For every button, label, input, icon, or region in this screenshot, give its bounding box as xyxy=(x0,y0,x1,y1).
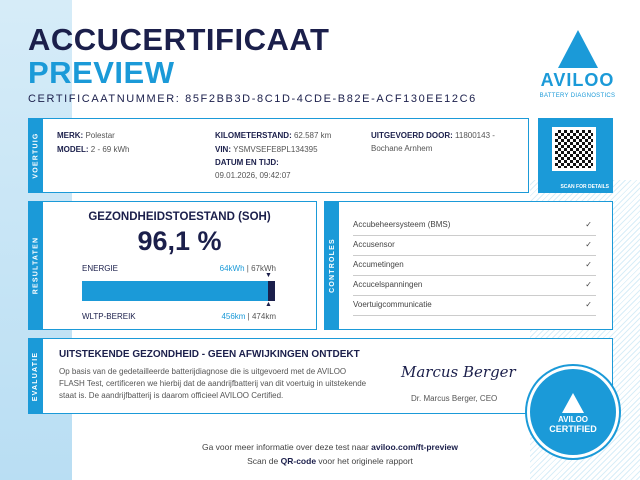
signature: Marcus Berger xyxy=(401,363,516,381)
check-icon: ✓ xyxy=(585,260,592,269)
page-title: ACCUCERTIFICAAT xyxy=(28,22,330,57)
evaluation-title: UITSTEKENDE GEZONDHEID - GEEN AFWIJKINGE… xyxy=(59,349,360,360)
controls-section: CONTROLES Accubeheersysteem (BMS) ✓ Accus… xyxy=(324,201,613,330)
marker-up-icon: ▲ xyxy=(265,301,272,308)
seal-brand: AVILOO xyxy=(557,415,589,424)
soh-bar-loss xyxy=(268,281,275,301)
aviloo-logo-icon xyxy=(562,393,584,413)
range-values: 456km | 474km xyxy=(221,312,276,321)
logo-tagline: BATTERY DIAGNOSTICS xyxy=(539,93,616,99)
check-icon: ✓ xyxy=(585,220,592,229)
certified-seal: AVILOO CERTIFIED xyxy=(527,366,619,458)
seal-label: CERTIFIED xyxy=(549,424,597,434)
control-item: Accumetingen ✓ xyxy=(353,256,596,276)
check-icon: ✓ xyxy=(585,300,592,309)
performed-by-field: UITGEVOERD DOOR: 11800143 - Bochane Arnh… xyxy=(371,131,495,153)
vehicle-section: VOERTUIG MERK: Polestar MODEL: 2 - 69 kW… xyxy=(28,118,529,193)
range-label: WLTP-BEREIK xyxy=(82,312,136,321)
footer-line-2: Scan de QR-code voor het originele rappo… xyxy=(247,456,413,466)
control-item: Accubeheersysteem (BMS) ✓ xyxy=(353,216,596,236)
section-label: RESULTATEN xyxy=(29,202,43,329)
qr-code[interactable]: SCAN FOR DETAILS xyxy=(538,118,613,193)
certificate-number: CERTIFICAATNUMMER: 85F2BB3D-8C1D-4CDE-B8… xyxy=(28,93,477,105)
footer-line-1: Ga voor meer informatie over deze test n… xyxy=(201,442,459,452)
logo-name: AVILOO xyxy=(540,70,615,90)
model-field: MODEL: 2 - 69 kWh xyxy=(57,145,130,154)
qr-code-icon xyxy=(552,127,596,171)
aviloo-logo: AVILOO BATTERY DIAGNOSTICS xyxy=(535,30,620,99)
control-item: Accusensor ✓ xyxy=(353,236,596,256)
evaluation-section: EVALUATIE UITSTEKENDE GEZONDHEID - GEEN … xyxy=(28,338,613,414)
results-section: RESULTATEN GEZONDHEIDSTOESTAND (SOH) 96,… xyxy=(28,201,317,330)
control-item: Accucelspanningen ✓ xyxy=(353,276,596,296)
mileage-field: KILOMETERSTAND: 62.587 km xyxy=(215,131,332,140)
soh-title: GEZONDHEIDSTOESTAND (SOH) xyxy=(88,211,271,223)
section-label: VOERTUIG xyxy=(29,119,43,192)
vin-field: VIN: YSMVSEFE8PL134395 xyxy=(215,145,318,154)
evaluation-text: Op basis van de gedetailleerde batterijd… xyxy=(59,367,367,400)
brand-field: MERK: Polestar xyxy=(57,131,115,140)
footer-link[interactable]: aviloo.com/ft-preview xyxy=(371,442,459,452)
control-item: Voertuigcommunicatie ✓ xyxy=(353,296,596,316)
soh-bar xyxy=(82,281,275,301)
qr-caption: SCAN FOR DETAILS xyxy=(560,184,609,190)
aviloo-logo-icon xyxy=(557,30,598,68)
check-icon: ✓ xyxy=(585,240,592,249)
energy-values: 64kWh | 67kWh xyxy=(219,264,276,273)
section-label: EVALUATIE xyxy=(29,339,43,413)
soh-value: 96,1 % xyxy=(137,226,222,256)
signer-name: Dr. Marcus Berger, CEO xyxy=(411,394,498,403)
energy-label: ENERGIE xyxy=(82,264,119,273)
section-label: CONTROLES xyxy=(325,202,339,329)
page-subtitle: PREVIEW xyxy=(28,55,175,90)
check-icon: ✓ xyxy=(585,280,592,289)
marker-down-icon: ▼ xyxy=(265,272,272,279)
date-field: DATUM EN TIJD: 09.01.2026, 09:42:07 xyxy=(215,158,291,180)
